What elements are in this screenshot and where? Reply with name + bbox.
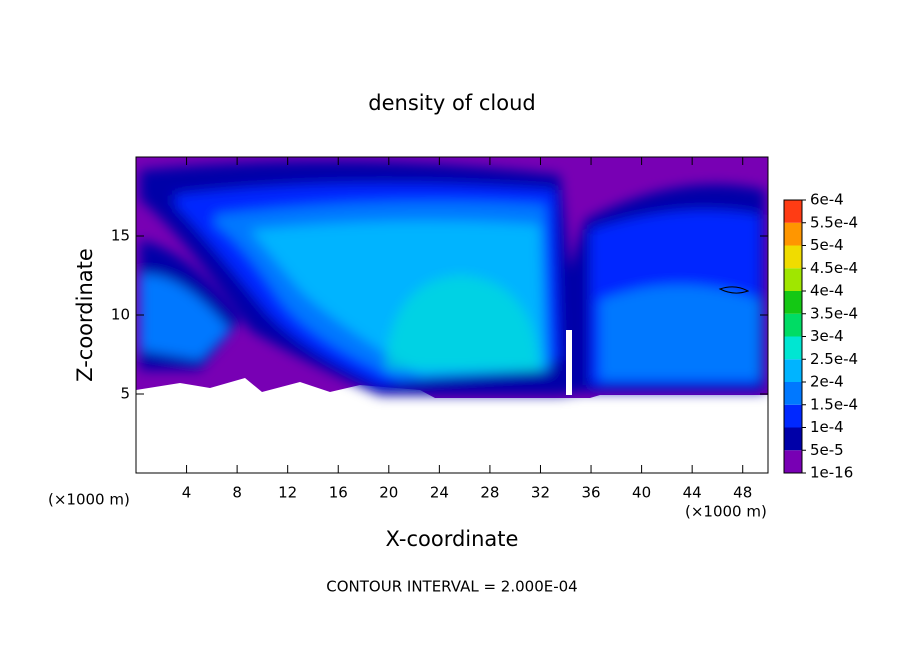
- colorbar-band: [784, 245, 802, 269]
- colorbar-band: [784, 268, 802, 291]
- colorbar-band: [784, 200, 802, 223]
- annotation: CONTOUR INTERVAL = 2.000E-04: [326, 578, 577, 596]
- x-unit-label: (×1000 m): [685, 503, 767, 521]
- y-tick-label: 5: [120, 385, 130, 403]
- x-tick-label: 36: [581, 484, 600, 502]
- x-tick-label: 44: [683, 484, 702, 502]
- colorbar-band: [784, 291, 802, 314]
- colorbar-label: 4e-4: [810, 282, 844, 300]
- x-tick-label: 8: [232, 484, 242, 502]
- colorbar-label: 2.5e-4: [810, 350, 858, 368]
- x-tick-label: 48: [733, 484, 752, 502]
- y-tick-label: 15: [111, 227, 130, 245]
- y-tick-label: 10: [111, 306, 130, 324]
- x-unit-label: (×1000 m): [48, 491, 130, 509]
- contour-field: [136, 157, 768, 398]
- x-tick-label: 16: [329, 484, 348, 502]
- colorbar-label: 5.5e-4: [810, 213, 858, 231]
- colorbar-label: 2e-4: [810, 373, 844, 391]
- colorbar-label: 1e-4: [810, 418, 844, 436]
- x-tick-label: 12: [278, 484, 297, 502]
- x-tick-label: 32: [531, 484, 550, 502]
- colorbar-band: [784, 427, 802, 451]
- colorbar-label: 3e-4: [810, 327, 844, 345]
- y-axis-label: Z-coordinate: [73, 248, 97, 382]
- colorbar-band: [784, 336, 802, 360]
- x-tick-label: 24: [430, 484, 449, 502]
- colorbar-label: 1.5e-4: [810, 395, 858, 413]
- x-tick-label: 28: [480, 484, 499, 502]
- colorbar-label: 3.5e-4: [810, 304, 858, 322]
- colorbar-label: 6e-4: [810, 191, 844, 209]
- colorbar-band: [784, 222, 802, 246]
- colorbar-label: 5e-5: [810, 441, 844, 459]
- colorbar-label: 1e-16: [810, 464, 853, 482]
- colorbar-band: [784, 313, 802, 337]
- colorbar-label: 4.5e-4: [810, 259, 858, 277]
- x-axis-label: X-coordinate: [386, 527, 519, 551]
- x-tick-label: 20: [379, 484, 398, 502]
- colorbar-label: 5e-4: [810, 236, 844, 254]
- colorbar-band: [784, 450, 802, 473]
- x-tick-label: 4: [182, 484, 192, 502]
- chart-title: density of cloud: [368, 91, 535, 115]
- colorbar-band: [784, 382, 802, 405]
- colorbar-band: [784, 404, 802, 428]
- x-tick-label: 40: [632, 484, 651, 502]
- colorbar-band: [784, 359, 802, 382]
